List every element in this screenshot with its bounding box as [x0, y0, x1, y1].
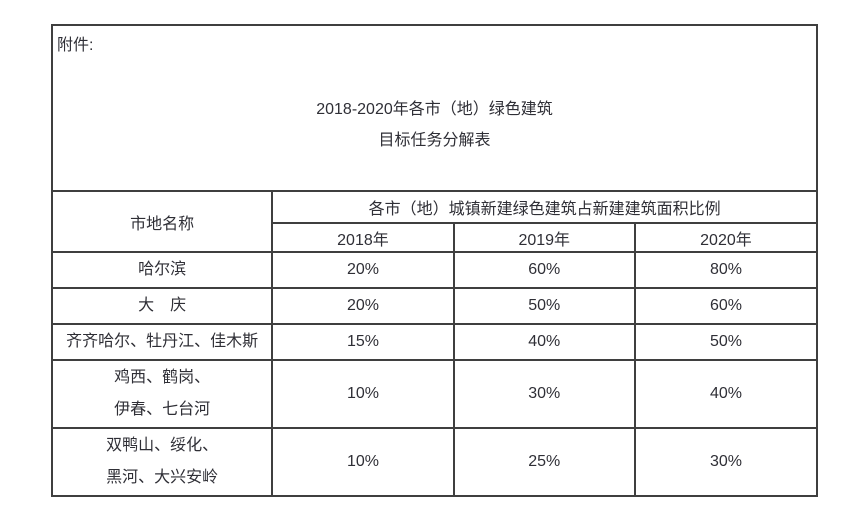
- city-name-cell: 双鸭山、绥化、 黑河、大兴安岭: [50, 427, 274, 497]
- column-header-2020: 2020年: [633, 222, 819, 253]
- value-cell-2020: 40%: [633, 359, 819, 429]
- value-cell-2019: 25%: [452, 427, 636, 497]
- table-header-row-group: 市地名称 各市（地）城镇新建绿色建筑占新建建筑面积比例: [50, 190, 818, 253]
- city-name-cell: 大 庆: [50, 287, 274, 325]
- document-title: 2018-2020年各市（地）绿色建筑 目标任务分解表: [53, 94, 816, 156]
- table-row: 哈尔滨 20% 60% 80%: [50, 251, 819, 289]
- attachment-label: 附件:: [57, 37, 94, 54]
- value-cell-2020: 30%: [633, 427, 819, 497]
- value-cell-2020: 60%: [633, 287, 819, 325]
- table-row: 大 庆 20% 50% 60%: [50, 287, 819, 325]
- document-page: 附件: 2018-2020年各市（地）绿色建筑 目标任务分解表 市地名称 各市（…: [50, 24, 819, 497]
- city-name-cell: 齐齐哈尔、牡丹江、佳木斯: [50, 323, 274, 361]
- value-cell-2020: 80%: [633, 251, 819, 289]
- value-cell-2018: 10%: [271, 359, 455, 429]
- value-cell-2019: 40%: [452, 323, 636, 361]
- document-title-line1: 2018-2020年各市（地）绿色建筑: [316, 101, 553, 118]
- table-row: 齐齐哈尔、牡丹江、佳木斯 15% 40% 50%: [50, 323, 819, 361]
- value-cell-2020: 50%: [633, 323, 819, 361]
- table-row: 双鸭山、绥化、 黑河、大兴安岭 10% 25% 30%: [50, 427, 819, 497]
- column-header-city-name: 市地名称: [50, 190, 274, 253]
- value-cell-2018: 20%: [271, 287, 455, 325]
- column-header-2019: 2019年: [452, 222, 636, 253]
- value-cell-2019: 60%: [452, 251, 636, 289]
- column-header-ratio-group: 各市（地）城镇新建绿色建筑占新建建筑面积比例: [271, 190, 818, 224]
- city-name-cell: 哈尔滨: [50, 251, 274, 289]
- value-cell-2018: 10%: [271, 427, 455, 497]
- value-cell-2018: 15%: [271, 323, 455, 361]
- value-cell-2019: 50%: [452, 287, 636, 325]
- table-row: 鸡西、鹤岗、 伊春、七台河 10% 30% 40%: [50, 359, 819, 429]
- value-cell-2019: 30%: [452, 359, 636, 429]
- column-header-2018: 2018年: [271, 222, 455, 253]
- city-name-cell: 鸡西、鹤岗、 伊春、七台河: [50, 359, 274, 429]
- value-cell-2018: 20%: [271, 251, 455, 289]
- targets-table: 市地名称 各市（地）城镇新建绿色建筑占新建建筑面积比例 2018年 2019年 …: [50, 190, 819, 497]
- document-title-line2: 目标任务分解表: [378, 132, 491, 149]
- table-header-row-years: 2018年 2019年 2020年: [52, 222, 819, 253]
